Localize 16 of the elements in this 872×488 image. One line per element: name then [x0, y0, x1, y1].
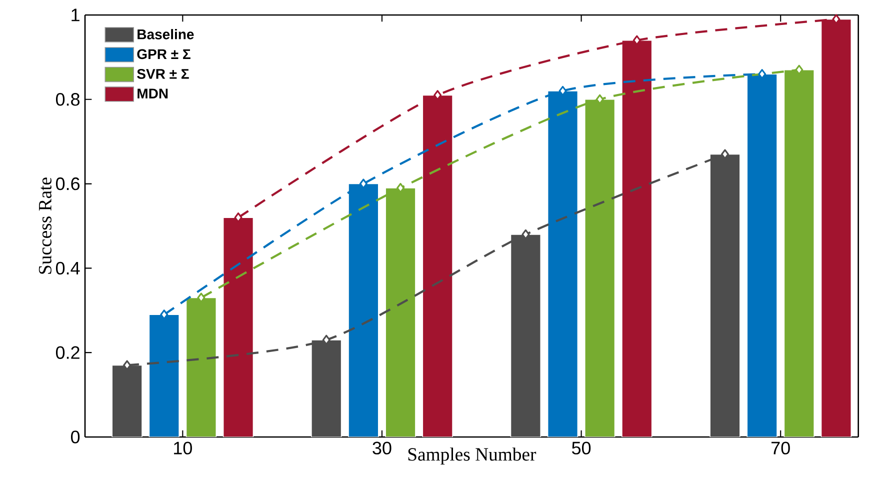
x-tick-label: 50	[572, 442, 591, 454]
y-axis-title: Success Rate	[38, 178, 52, 274]
x-tick-label: 30	[372, 442, 392, 454]
y-tick-label: 0	[70, 430, 80, 444]
legend-label: SVR ± Σ	[137, 68, 189, 79]
y-tick-label: 0.2	[56, 346, 80, 359]
legend-label: MDN	[138, 88, 168, 98]
y-tick-label: 0.4	[56, 262, 80, 275]
x-tick-label: 10	[174, 442, 192, 454]
x-tick-label: 70	[772, 442, 790, 454]
y-tick-label: 1	[72, 8, 80, 22]
y-tick-label: 0.6	[56, 177, 80, 190]
legend-label: Baseline	[138, 29, 194, 40]
x-axis-title: Samples Number	[408, 448, 536, 465]
legend-label: GPR ± Σ	[137, 49, 190, 60]
y-tick-label: 0.8	[56, 93, 80, 106]
